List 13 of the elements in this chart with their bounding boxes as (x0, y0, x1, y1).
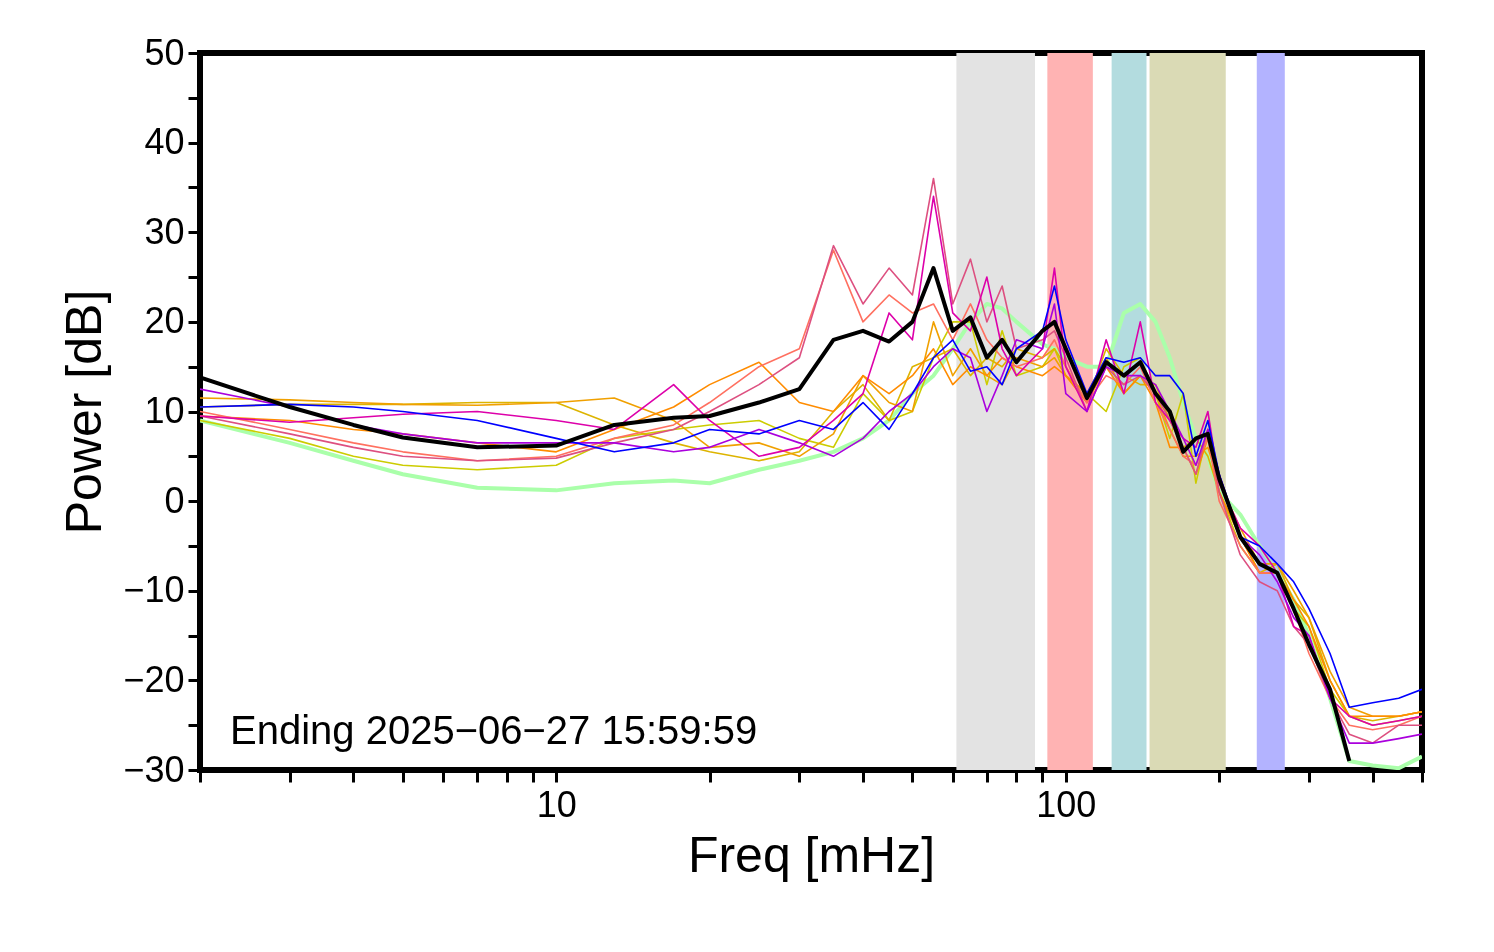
y-tick-label: −30 (123, 748, 185, 790)
x-tick-label: 100 (1036, 783, 1097, 825)
y-tick-label: 30 (144, 210, 185, 252)
y-tick-label: 50 (144, 31, 185, 73)
y-tick-label: 10 (144, 390, 185, 431)
y-tick-label: −10 (123, 569, 185, 611)
x-axis-title: Freq [mHz] (687, 826, 936, 883)
annotation: Ending 2025−06−27 15:59:59 (230, 708, 758, 752)
y-tick-label: −20 (123, 658, 185, 700)
y-axis-title: Power [dB] (56, 289, 113, 535)
y-tick-label: 20 (144, 300, 185, 342)
y-tick-label: 0 (164, 479, 185, 521)
y-tick-label: 40 (144, 121, 185, 163)
